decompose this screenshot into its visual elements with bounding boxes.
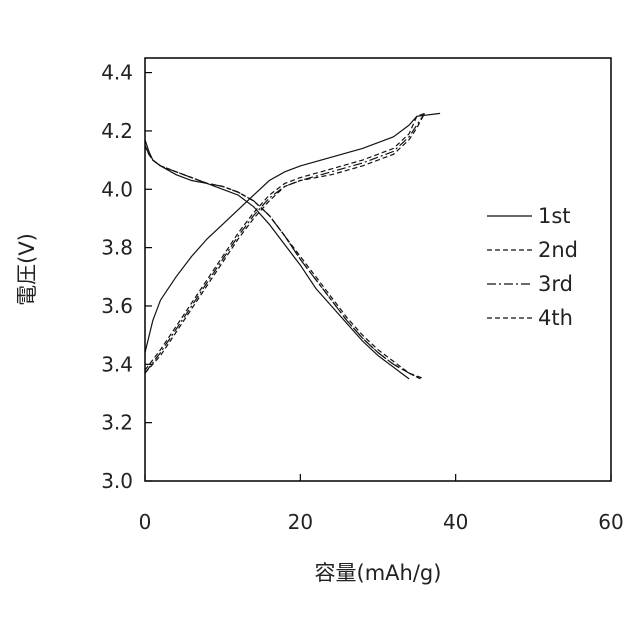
- y-tick-label: 4.4: [101, 61, 133, 85]
- y-tick-label: 4.2: [101, 119, 133, 143]
- y-axis-title: 電圧(V): [15, 233, 39, 306]
- x-axis-title: 容量(mAh/g): [315, 561, 442, 585]
- y-tick-label: 3.0: [101, 469, 133, 493]
- x-tick-label: 0: [139, 510, 152, 534]
- y-tick-label: 3.8: [101, 236, 133, 260]
- x-tick-label: 20: [288, 510, 313, 534]
- x-tick-label: 40: [443, 510, 468, 534]
- y-tick-label: 3.6: [101, 294, 133, 318]
- legend-label: 3rd: [538, 272, 573, 296]
- legend-label: 4th: [538, 306, 573, 330]
- x-tick-label: 60: [598, 510, 623, 534]
- legend-label: 2nd: [538, 238, 578, 262]
- y-tick-label: 3.4: [101, 352, 133, 376]
- y-tick-label: 4.0: [101, 177, 133, 201]
- y-tick-label: 3.2: [101, 411, 133, 435]
- legend-label: 1st: [538, 204, 571, 228]
